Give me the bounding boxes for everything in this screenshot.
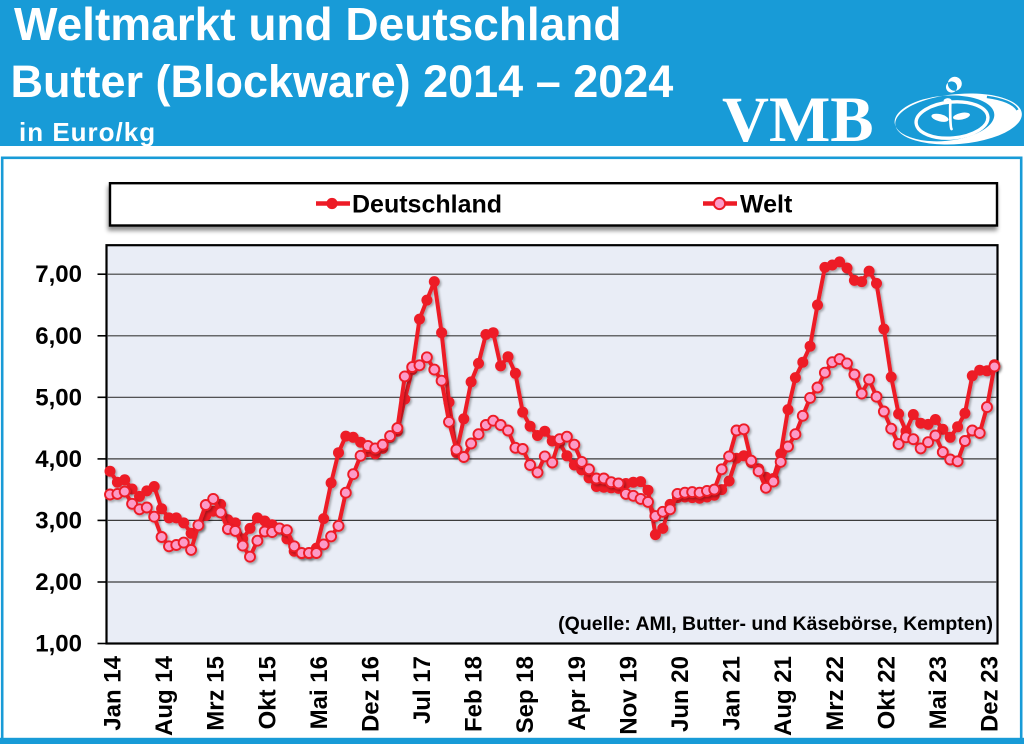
svg-text:Jan 14: Jan 14	[100, 655, 127, 730]
svg-text:Mrz 15: Mrz 15	[203, 656, 230, 731]
svg-text:1,00: 1,00	[35, 631, 82, 658]
svg-text:Apr 19: Apr 19	[564, 656, 591, 731]
svg-text:Dez 23: Dez 23	[977, 656, 1004, 732]
svg-text:Feb 18: Feb 18	[461, 656, 488, 732]
svg-text:Jun 20: Jun 20	[667, 656, 694, 732]
svg-text:Dez 16: Dez 16	[357, 656, 384, 732]
svg-text:7,00: 7,00	[35, 261, 82, 288]
svg-text:Aug 21: Aug 21	[770, 656, 797, 736]
svg-text:Nov 19: Nov 19	[615, 656, 642, 735]
svg-text:Mai 23: Mai 23	[925, 656, 952, 729]
svg-text:5,00: 5,00	[35, 384, 82, 411]
svg-text:4,00: 4,00	[35, 446, 82, 473]
svg-text:in Euro/kg: in Euro/kg	[19, 117, 156, 147]
svg-text:Aug 14: Aug 14	[151, 655, 178, 736]
svg-text:2,00: 2,00	[35, 569, 82, 596]
svg-text:Jan 21: Jan 21	[719, 656, 746, 731]
svg-text:Mai 16: Mai 16	[306, 656, 333, 729]
svg-text:6,00: 6,00	[35, 323, 82, 350]
svg-text:Weltmarkt und Deutschland: Weltmarkt und Deutschland	[14, 0, 621, 50]
svg-text:Welt: Welt	[740, 191, 793, 219]
svg-text:(Quelle: AMI, Butter- und Käse: (Quelle: AMI, Butter- und Käsebörse, Kem…	[558, 613, 993, 635]
svg-text:Sep 18: Sep 18	[512, 656, 539, 733]
svg-text:Mrz 22: Mrz 22	[822, 656, 849, 731]
svg-text:Butter (Blockware) 2014 – 2024: Butter (Blockware) 2014 – 2024	[11, 56, 674, 107]
svg-text:Okt 22: Okt 22	[873, 656, 900, 729]
svg-text:Deutschland: Deutschland	[352, 191, 502, 219]
svg-text:Jul 17: Jul 17	[409, 656, 436, 724]
svg-text:Okt 15: Okt 15	[254, 656, 281, 729]
svg-text:3,00: 3,00	[35, 507, 82, 534]
svg-text:VMB: VMB	[722, 84, 874, 156]
